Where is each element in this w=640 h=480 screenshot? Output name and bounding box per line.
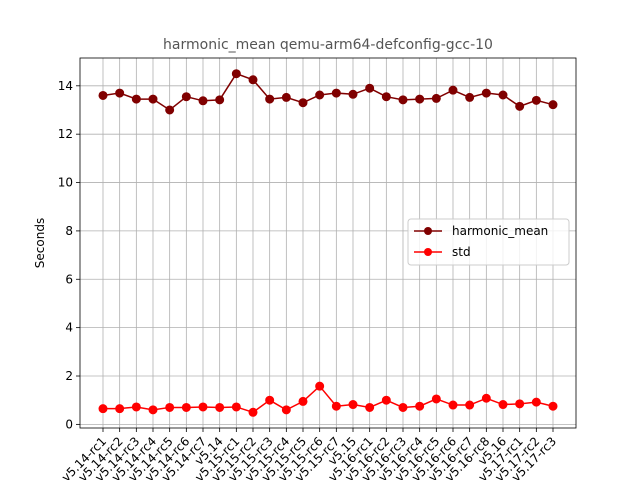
legend-label: std — [452, 245, 471, 259]
data-point-std — [481, 393, 491, 403]
data-point-harmonic-mean — [231, 69, 241, 79]
y-tick-label: 6 — [65, 272, 73, 286]
data-point-harmonic-mean — [381, 92, 391, 102]
data-point-std — [215, 402, 225, 412]
plot-frame — [79, 57, 577, 429]
data-point-harmonic-mean — [265, 94, 275, 104]
data-point-std — [315, 381, 325, 391]
data-point-harmonic-mean — [248, 75, 258, 85]
data-point-harmonic-mean — [348, 89, 358, 99]
data-point-harmonic-mean — [331, 88, 341, 98]
data-point-harmonic-mean — [98, 90, 108, 100]
y-axis: 0 2 4 6 8 10 12 14 — [58, 79, 80, 431]
data-point-std — [465, 400, 475, 410]
data-point-std — [381, 395, 391, 405]
data-point-harmonic-mean — [115, 88, 125, 98]
data-point-std — [498, 400, 508, 410]
legend-marker — [424, 227, 432, 235]
data-point-std — [248, 407, 258, 417]
data-point-harmonic-mean — [531, 95, 541, 105]
data-point-std — [115, 404, 125, 414]
y-tick-label: 0 — [65, 417, 73, 431]
data-point-harmonic-mean — [198, 96, 208, 106]
data-point-harmonic-mean — [515, 101, 525, 111]
data-point-harmonic-mean — [131, 94, 141, 104]
data-point-std — [265, 395, 275, 405]
data-point-std — [531, 397, 541, 407]
data-point-std — [515, 399, 525, 409]
data-point-harmonic-mean — [398, 95, 408, 105]
legend-marker — [424, 248, 432, 256]
data-point-std — [398, 402, 408, 412]
data-point-std — [448, 400, 458, 410]
data-point-harmonic-mean — [465, 92, 475, 102]
y-tick-label: 8 — [65, 224, 73, 238]
series-line-std — [103, 385, 554, 414]
data-point-harmonic-mean — [415, 94, 425, 104]
chart-title: harmonic_mean qemu-arm64-defconfig-gcc-1… — [163, 37, 493, 53]
data-point-std — [415, 401, 425, 411]
data-point-std — [98, 404, 108, 414]
series-line-harmonic-mean — [102, 72, 554, 111]
data-point-std — [131, 402, 141, 412]
data-point-std — [231, 402, 241, 412]
data-point-harmonic-mean — [181, 92, 191, 102]
plot-series — [98, 69, 558, 417]
data-point-std — [165, 402, 175, 412]
data-point-std — [281, 405, 291, 415]
data-point-harmonic-mean — [148, 94, 158, 104]
y-tick-label: 14 — [58, 79, 73, 93]
data-point-harmonic-mean — [215, 95, 225, 105]
legend-box — [407, 218, 570, 266]
y-tick-label: 12 — [58, 127, 73, 141]
y-axis-label: Seconds — [33, 218, 47, 268]
data-point-std — [148, 405, 158, 415]
data-point-std — [198, 402, 208, 412]
data-point-std — [298, 396, 308, 406]
data-point-harmonic-mean — [481, 88, 491, 98]
data-point-harmonic-mean — [431, 93, 441, 103]
data-point-harmonic-mean — [165, 105, 175, 115]
data-point-harmonic-mean — [548, 100, 558, 110]
data-point-std — [365, 402, 375, 412]
legend-label: harmonic_mean — [452, 224, 548, 238]
data-point-std — [431, 394, 441, 404]
data-point-harmonic-mean — [365, 83, 375, 93]
data-point-harmonic-mean — [315, 90, 325, 100]
y-tick-label: 2 — [65, 369, 73, 383]
data-point-harmonic-mean — [448, 85, 458, 95]
y-tick-label: 4 — [65, 321, 73, 335]
data-point-harmonic-mean — [498, 90, 508, 100]
y-tick-label: 10 — [58, 176, 73, 190]
data-point-std — [548, 401, 558, 411]
data-point-std — [181, 402, 191, 412]
data-point-harmonic-mean — [281, 92, 291, 102]
data-point-std — [348, 400, 358, 410]
data-point-std — [331, 401, 341, 411]
data-point-harmonic-mean — [298, 98, 308, 108]
